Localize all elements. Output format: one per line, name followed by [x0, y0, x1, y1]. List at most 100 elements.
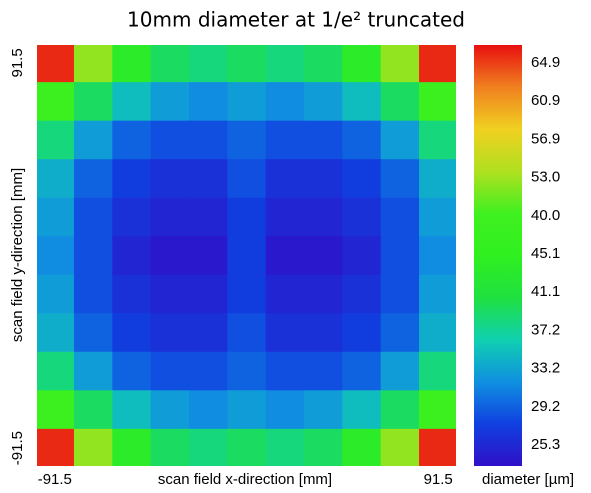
heatmap-cell [150, 159, 190, 199]
heatmap-cell [150, 390, 190, 430]
heatmap-cell [112, 351, 152, 391]
heatmap-cell [112, 45, 152, 83]
heatmap-cell [304, 351, 343, 391]
heatmap-cell [380, 82, 420, 122]
heatmap-cell [227, 351, 267, 391]
heatmap-cell [112, 428, 152, 466]
heatmap-cell [150, 45, 190, 83]
colorbar-tick-label: 29.2 [531, 398, 560, 415]
heatmap-cell [112, 390, 152, 430]
colorbar-label: diameter [µm] [482, 471, 574, 488]
heatmap-cell [380, 274, 420, 314]
colorbar [474, 45, 522, 466]
heatmap-cell [150, 274, 190, 314]
heatmap-cell [380, 120, 420, 160]
heatmap-cell [227, 197, 267, 237]
x-tick-label: 91.5 [424, 471, 453, 488]
heatmap-cell [265, 428, 305, 466]
heatmap-cell [419, 120, 456, 160]
heatmap-cell [227, 120, 267, 160]
heatmap-cell [188, 120, 228, 160]
heatmap-cell [150, 428, 190, 466]
heatmap-cell [342, 159, 382, 199]
heatmap-cell [342, 351, 382, 391]
heatmap-cell [265, 45, 305, 83]
heatmap-cell [265, 313, 305, 353]
heatmap-cell [342, 428, 382, 466]
heatmap-cell [419, 236, 456, 276]
colorbar-tick-label: 41.1 [531, 283, 560, 300]
heatmap-cell [73, 45, 113, 83]
heatmap-cell [73, 428, 113, 466]
heatmap-cell [342, 120, 382, 160]
heatmap-cell [380, 390, 420, 430]
colorbar-tick-label: 53.0 [531, 169, 560, 186]
heatmap-cell [188, 159, 228, 199]
heatmap-cell [227, 390, 267, 430]
heatmap-cell [419, 82, 456, 122]
heatmap-cell [73, 159, 113, 199]
heatmap-cell [227, 313, 267, 353]
heatmap-cell [342, 390, 382, 430]
heatmap [37, 45, 456, 466]
y-tick-label: -91.5 [9, 431, 26, 465]
heatmap-cell [304, 45, 343, 83]
heatmap-cell [380, 45, 420, 83]
heatmap-cell [188, 82, 228, 122]
heatmap-cell [342, 197, 382, 237]
heatmap-cell [419, 159, 456, 199]
heatmap-cell [37, 428, 75, 466]
x-tick-label: -91.5 [38, 471, 72, 488]
x-axis-label: scan field x-direction [mm] [158, 471, 332, 488]
heatmap-cell [265, 236, 305, 276]
heatmap-cell [304, 236, 343, 276]
colorbar-tick-label: 25.3 [531, 436, 560, 453]
heatmap-cell [112, 197, 152, 237]
colorbar-tick-label: 33.2 [531, 360, 560, 377]
heatmap-cell [112, 274, 152, 314]
heatmap-cell [380, 428, 420, 466]
heatmap-cell [419, 45, 456, 83]
heatmap-cell [112, 120, 152, 160]
heatmap-cell [150, 120, 190, 160]
heatmap-cell [380, 313, 420, 353]
heatmap-cell [419, 428, 456, 466]
heatmap-cell [37, 351, 75, 391]
heatmap-cell [37, 82, 75, 122]
heatmap-cell [380, 197, 420, 237]
heatmap-cell [150, 82, 190, 122]
heatmap-cell [265, 351, 305, 391]
heatmap-cell [342, 274, 382, 314]
heatmap-cell [150, 351, 190, 391]
heatmap-cell [37, 120, 75, 160]
heatmap-cell [37, 197, 75, 237]
heatmap-cell [304, 313, 343, 353]
heatmap-cell [227, 428, 267, 466]
heatmap-cell [112, 313, 152, 353]
heatmap-cell [419, 313, 456, 353]
heatmap-cell [73, 236, 113, 276]
heatmap-cell [37, 45, 75, 83]
heatmap-cell [419, 390, 456, 430]
heatmap-cell [37, 236, 75, 276]
heatmap-cell [380, 236, 420, 276]
heatmap-cell [380, 351, 420, 391]
heatmap-cell [73, 351, 113, 391]
heatmap-cell [37, 313, 75, 353]
heatmap-cell [73, 313, 113, 353]
colorbar-tick-label: 37.2 [531, 321, 560, 338]
heatmap-cell [265, 120, 305, 160]
heatmap-cell [188, 313, 228, 353]
heatmap-cell [188, 390, 228, 430]
heatmap-cell [227, 82, 267, 122]
heatmap-cell [150, 313, 190, 353]
heatmap-cell [227, 159, 267, 199]
heatmap-cell [112, 159, 152, 199]
heatmap-cell [304, 197, 343, 237]
heatmap-cell [265, 390, 305, 430]
heatmap-cell [304, 274, 343, 314]
heatmap-cell [265, 274, 305, 314]
heatmap-cell [37, 159, 75, 199]
colorbar-tick-label: 64.9 [531, 54, 560, 71]
